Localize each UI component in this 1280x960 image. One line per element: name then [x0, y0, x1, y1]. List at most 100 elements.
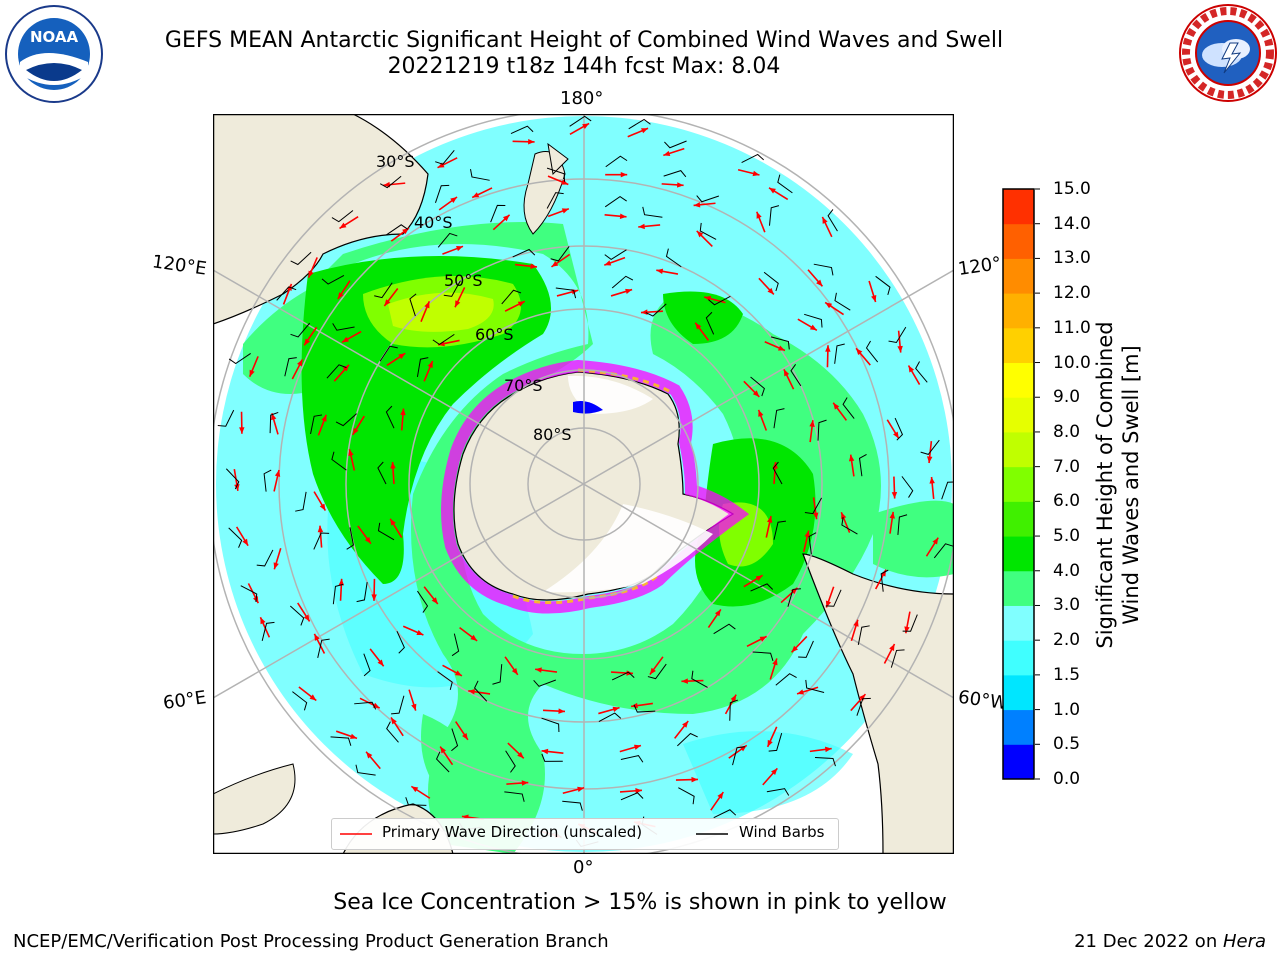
colorbar-title-line-2: Wind Waves and Swell [m] — [1119, 345, 1143, 625]
noaa-logo-text: NOAA — [30, 28, 79, 46]
wave-direction-arrowhead — [752, 390, 760, 397]
wave-direction-arrowhead — [767, 739, 773, 747]
title-line-2: 20221219 t18z 144h fcst Max: 8.04 — [387, 54, 781, 79]
wind-barb — [768, 732, 783, 752]
wave-direction-arrowhead — [390, 462, 396, 469]
wave-direction-arrowhead — [676, 182, 684, 188]
wave-direction-arrowhead — [350, 733, 357, 739]
wind-barb — [598, 712, 622, 722]
legend-wind-barbs: Wind Barbs — [739, 823, 825, 841]
wave-direction-arrowhead — [431, 597, 438, 604]
wind-barb — [290, 322, 311, 338]
wind-barb — [902, 614, 918, 632]
wave-direction-arrowhead — [521, 780, 529, 786]
wind-barb — [805, 679, 825, 694]
wind-barb — [432, 333, 455, 346]
wave-direction-arrowhead — [848, 454, 855, 462]
wind-barb — [355, 764, 376, 776]
antarctic-wave-map — [213, 114, 954, 854]
wave-direction-arrowhead — [450, 197, 458, 204]
wind-barb — [363, 653, 371, 677]
wave-direction-arrowhead — [681, 678, 688, 684]
wave-direction-arrowhead — [411, 703, 417, 711]
lat-label-30s: 30°S — [376, 152, 415, 171]
wave-direction-arrowhead — [260, 617, 266, 625]
wind-barb — [434, 184, 450, 203]
wind-barb — [696, 195, 720, 203]
wind-barb — [377, 461, 387, 485]
wave-direction-arrowhead — [714, 609, 721, 617]
wave-direction-arrowhead — [273, 562, 279, 570]
wave-direction-arrowhead — [541, 748, 549, 755]
wave-direction-arrowhead — [825, 345, 831, 352]
wind-barb — [773, 408, 785, 429]
wave-direction-arrowhead — [308, 270, 314, 278]
colorbar-segment — [1003, 362, 1034, 398]
wind-barb — [642, 206, 663, 218]
colorbar-tick-label: 1.0 — [1053, 699, 1081, 720]
wind-barb — [292, 691, 308, 711]
wave-direction-arrowhead — [695, 322, 702, 330]
wave-direction-arrowhead — [756, 211, 762, 219]
wave-direction-arrowhead — [582, 123, 590, 129]
wind-barb — [664, 140, 687, 149]
wind-barb — [750, 376, 765, 397]
wind-barb — [665, 248, 682, 268]
wind-barb — [443, 280, 461, 297]
wave-direction-arrowhead — [640, 309, 648, 315]
wind-barb — [261, 621, 275, 641]
wave-direction-arrowhead — [804, 530, 810, 538]
wind-barb — [321, 275, 345, 285]
wind-barb — [691, 670, 708, 688]
lon-label-180: 180° — [560, 88, 604, 109]
lat-label-70s: 70°S — [504, 376, 543, 395]
colorbar-tick-label: 10.0 — [1053, 352, 1091, 373]
wave-direction-arrowhead — [535, 667, 542, 673]
colorbar-segment — [1003, 293, 1034, 329]
wave-direction-arrowhead — [348, 449, 354, 457]
wind-barb — [633, 704, 656, 713]
wind-barb — [611, 671, 635, 681]
wind-barb — [933, 543, 954, 559]
lon-label-0: 0° — [573, 857, 594, 878]
wind-barb — [473, 680, 488, 702]
colorbar-frame — [1002, 188, 1035, 780]
legend-primary-wave: Primary Wave Direction (unscaled) — [382, 823, 643, 841]
wave-direction-arrowhead — [809, 420, 815, 427]
wind-barb — [317, 638, 330, 658]
wind-barb — [729, 699, 739, 721]
wind-barb — [417, 590, 429, 613]
colorbar-tick-label: 0.5 — [1053, 734, 1081, 755]
wind-barb — [772, 461, 783, 485]
wave-direction-arrowhead — [620, 171, 628, 178]
wave-direction-arrowhead — [314, 633, 320, 641]
wind-barb — [416, 357, 429, 378]
wave-direction-arrowhead — [577, 786, 585, 793]
wind-barb — [391, 695, 405, 715]
wave-direction-arrowhead — [871, 295, 877, 302]
wave-direction-arrowhead — [321, 414, 327, 422]
colorbar-tick-label: 8.0 — [1053, 421, 1081, 442]
wind-barb — [228, 353, 251, 365]
wave-direction-arrowhead — [561, 179, 569, 185]
lat-label-60s: 60°S — [475, 325, 514, 344]
wave-direction-arrowhead — [772, 658, 778, 666]
wind-barb — [451, 633, 460, 657]
wave-direction-arrowhead — [470, 634, 478, 641]
wave-direction-arrowhead — [424, 301, 430, 309]
colorbar-segment — [1003, 431, 1034, 468]
wave-direction-arrowhead — [889, 511, 895, 519]
wind-barb — [225, 468, 240, 490]
wind-barb — [813, 263, 834, 276]
wind-barb — [240, 585, 258, 603]
wind-barb — [620, 792, 644, 801]
wave-direction-arrowhead — [693, 202, 701, 208]
wave-direction-arrowhead — [456, 246, 464, 252]
wave-direction-arrowhead — [239, 427, 245, 434]
lat-label-50s: 50°S — [444, 271, 483, 290]
wind-barb — [379, 345, 398, 362]
wind-barb — [379, 175, 402, 189]
wind-barb — [409, 293, 417, 317]
wave-direction-arrowhead — [338, 578, 345, 586]
colorbar-segment — [1003, 397, 1034, 433]
